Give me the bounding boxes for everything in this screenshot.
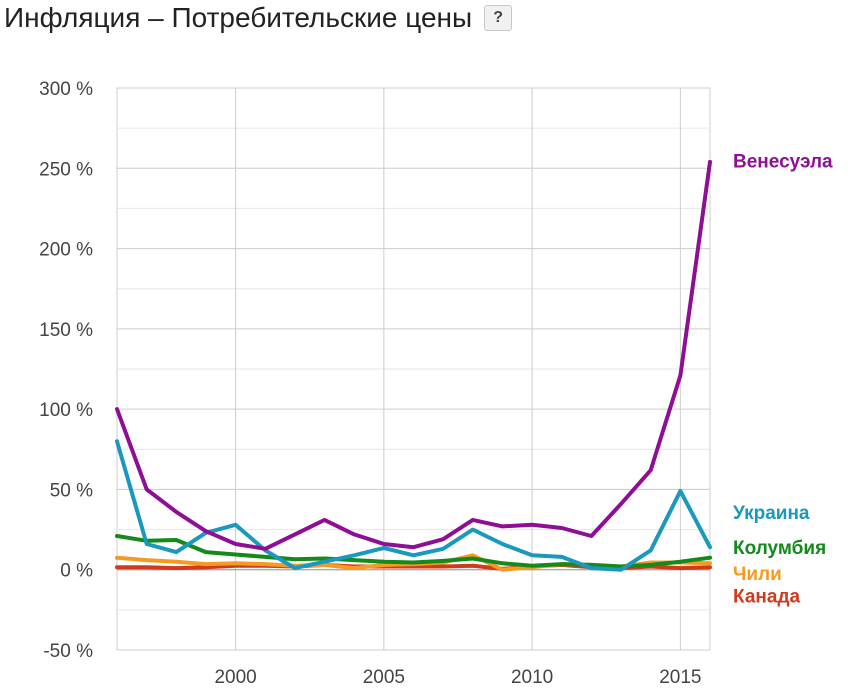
y-tick-label: 200 % — [39, 240, 93, 261]
x-tick-label: 2005 — [363, 667, 405, 688]
series-label[interactable]: Украина — [733, 503, 810, 524]
series-label[interactable]: Чили — [733, 564, 782, 585]
y-tick-label: 250 % — [39, 159, 93, 180]
y-tick-label: 300 % — [39, 79, 93, 100]
chart-title: Инфляция – Потребительские цены — [4, 2, 473, 33]
series-line[interactable] — [115, 439, 712, 572]
y-tick-label: 100 % — [39, 400, 93, 421]
series-line[interactable] — [115, 534, 712, 569]
series-line[interactable] — [115, 159, 712, 551]
help-button[interactable]: ? — [484, 5, 513, 31]
y-tick-label: -50 % — [43, 641, 93, 662]
series-label[interactable]: Венесуэла — [733, 151, 833, 172]
y-axis-ticks: -50 % 0 % 50 % 100 % 150 % 200 % 250 % 300 % — [39, 79, 93, 662]
series-lines — [115, 159, 712, 572]
x-tick-label: 2010 — [511, 667, 553, 688]
y-tick-label: 0 % — [60, 561, 93, 582]
x-tick-label: 2000 — [214, 667, 256, 688]
x-tick-label: 2015 — [659, 667, 701, 688]
series-label[interactable]: Колумбия — [733, 538, 826, 559]
series-label[interactable]: Канада — [733, 586, 800, 607]
y-tick-label: 50 % — [50, 480, 93, 501]
x-axis-ticks: 2000 2005 2010 2015 — [214, 667, 701, 688]
title-row: Инфляция – Потребительские цены ? — [4, 2, 513, 34]
y-tick-label: 150 % — [39, 320, 93, 341]
